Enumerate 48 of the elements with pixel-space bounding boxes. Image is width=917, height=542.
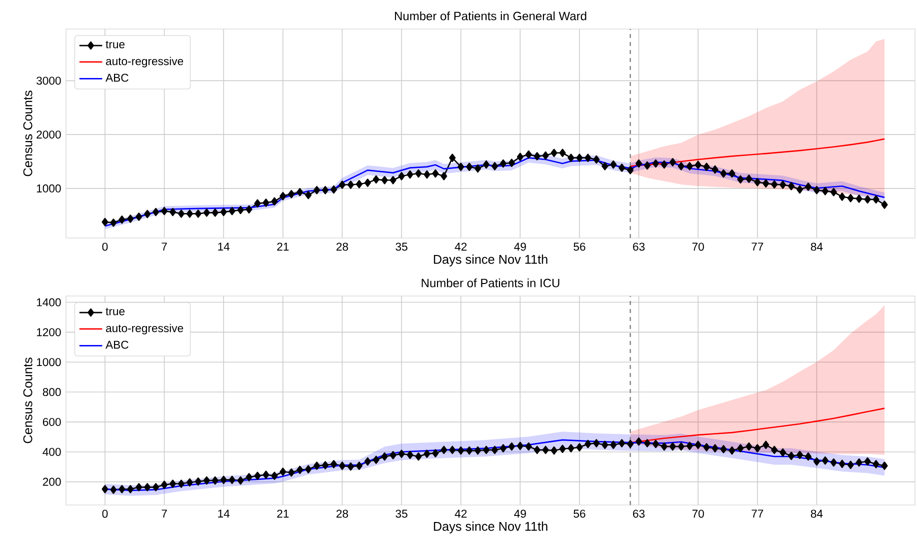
x-tick-label: 84	[810, 510, 823, 518]
y-tick-label: 1400	[36, 298, 61, 306]
y-axis-title: Census Counts	[23, 90, 32, 176]
x-tick-label: 49	[514, 242, 526, 251]
y-tick-label: 600	[42, 418, 61, 426]
x-tick-label: 56	[574, 242, 586, 251]
x-tick-label: 28	[336, 242, 348, 251]
x-tick-label: 77	[752, 242, 764, 250]
legend-label: auto-regressive	[106, 324, 184, 334]
x-tick-label: 21	[277, 510, 289, 518]
x-tick-label: 77	[752, 510, 764, 518]
x-tick-label: 63	[633, 242, 645, 251]
y-tick-label: 1000	[36, 358, 61, 366]
y-tick-label: 1200	[36, 328, 61, 336]
legend-label: true	[106, 308, 125, 316]
legend-label: auto-regressive	[106, 56, 184, 68]
y-axis-title: Census Counts	[23, 358, 32, 444]
x-tick-label: 14	[218, 242, 230, 250]
x-tick-label: 42	[454, 242, 467, 251]
x-tick-label: 14	[218, 510, 230, 518]
x-tick-label: 7	[162, 242, 167, 250]
legend-label: ABC	[106, 74, 128, 82]
x-tick-label: 49	[514, 510, 526, 518]
legend-label: true	[106, 40, 125, 48]
x-tick-label: 28	[336, 510, 348, 518]
chart-title: Number of Patients in ICU	[422, 278, 560, 288]
y-tick-label: 400	[42, 448, 61, 456]
x-tick-label: 21	[277, 242, 289, 251]
chart-title: Number of Patients in General Ward	[395, 11, 586, 20]
x-tick-label: 35	[396, 242, 408, 251]
y-tick-label: 800	[42, 388, 61, 396]
x-tick-label: 42	[454, 510, 467, 518]
y-tick-label: 2000	[36, 130, 61, 139]
y-tick-label: 3000	[36, 76, 61, 85]
x-tick-label: 35	[396, 510, 408, 518]
x-tick-label: 84	[810, 242, 823, 251]
x-tick-label: 0	[102, 242, 108, 251]
y-tick-label: 200	[42, 478, 61, 486]
x-tick-label: 63	[633, 510, 645, 518]
x-axis-title: Days since Nov 11th	[434, 522, 548, 534]
x-axis-title: Days since Nov 11th	[434, 254, 548, 266]
y-tick-label: 1000	[36, 184, 61, 192]
legend-label: ABC	[106, 340, 128, 349]
x-tick-label: 70	[692, 510, 704, 518]
x-tick-label: 7	[162, 510, 167, 518]
x-tick-label: 56	[574, 510, 586, 518]
x-tick-label: 0	[102, 510, 108, 518]
x-tick-label: 70	[692, 242, 704, 251]
